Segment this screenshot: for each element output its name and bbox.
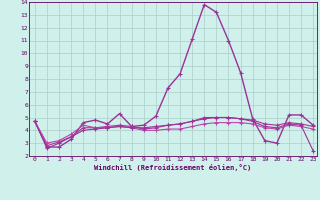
X-axis label: Windchill (Refroidissement éolien,°C): Windchill (Refroidissement éolien,°C) bbox=[94, 164, 252, 171]
